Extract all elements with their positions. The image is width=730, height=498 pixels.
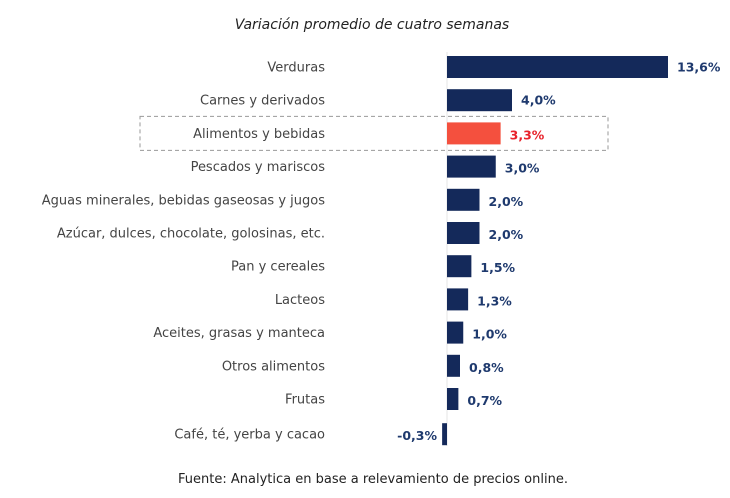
value-label: 2,0% bbox=[489, 194, 524, 209]
bar bbox=[447, 354, 460, 377]
bar bbox=[447, 122, 501, 145]
bar bbox=[447, 155, 496, 178]
source-note: Fuente: Analytica en base a relevamiento… bbox=[178, 472, 568, 487]
highlight-box bbox=[139, 115, 609, 151]
category-label: Frutas bbox=[285, 393, 325, 408]
category-label: Azúcar, dulces, chocolate, golosinas, et… bbox=[57, 227, 325, 242]
value-label: 1,0% bbox=[472, 327, 507, 342]
bar bbox=[447, 188, 480, 211]
value-label: 1,3% bbox=[477, 293, 512, 308]
category-label: Pan y cereales bbox=[231, 260, 325, 275]
bar bbox=[447, 321, 464, 344]
value-label: 4,0% bbox=[521, 93, 556, 108]
value-label: 3,0% bbox=[505, 161, 540, 176]
value-label: 3,3% bbox=[510, 127, 545, 142]
bar bbox=[447, 222, 480, 244]
value-label: 2,0% bbox=[489, 227, 524, 242]
category-label: Aguas minerales, bebidas gaseosas y jugo… bbox=[42, 193, 325, 208]
bar bbox=[447, 255, 472, 278]
bar bbox=[447, 89, 512, 112]
category-label: Alimentos y bebidas bbox=[193, 127, 325, 142]
category-label: Verduras bbox=[267, 61, 325, 76]
chart-title: Variación promedio de cuatro semanas bbox=[235, 17, 509, 33]
bar bbox=[447, 56, 668, 78]
category-label: Café, té, yerba y cacao bbox=[174, 428, 325, 443]
category-label: Pescados y mariscos bbox=[191, 160, 326, 175]
category-label: Otros alimentos bbox=[222, 359, 325, 374]
value-label: 13,6% bbox=[677, 60, 721, 75]
bar bbox=[447, 388, 459, 410]
value-label: 1,5% bbox=[480, 260, 515, 275]
bar bbox=[442, 423, 447, 446]
category-label: Lacteos bbox=[275, 293, 325, 308]
category-label: Carnes y derivados bbox=[200, 94, 325, 109]
value-label: -0,3% bbox=[397, 428, 437, 443]
value-label: 0,8% bbox=[469, 360, 504, 375]
value-label: 0,7% bbox=[467, 393, 502, 408]
category-label: Aceites, grasas y manteca bbox=[153, 326, 325, 341]
bar bbox=[447, 288, 469, 311]
